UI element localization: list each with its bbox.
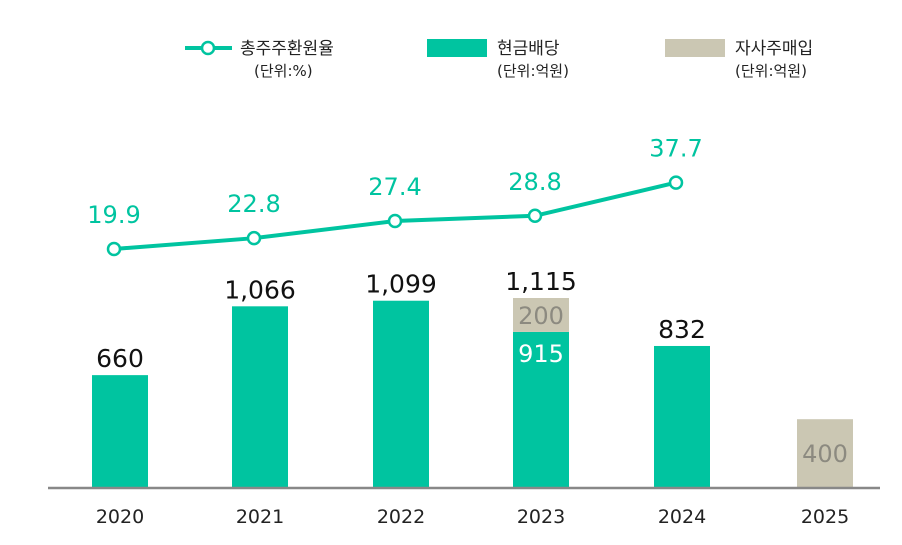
bar-label-cash-2023: 915 [518,340,564,368]
bar-cash-2022 [373,300,429,487]
legend-label-cash: 현금배당 [497,39,560,59]
rate-point-2020 [106,241,122,257]
bar-label-buyback-2025: 400 [802,440,848,468]
rate-label-2022: 27.4 [368,173,421,201]
bar-buyback-2025 [797,419,853,487]
x-tick-label-2024: 2024 [658,506,706,528]
x-tick-label-2023: 2023 [517,506,565,528]
bar-cash-2021 [232,306,288,487]
rate-labels: 19.9 22.8 27.4 28.8 37.7 [87,135,702,229]
bar-total-label-2023: 1,115 [505,267,577,296]
legend-item-buyback: 자사주매입 (단위:억원) [665,39,813,80]
legend-unit-rate: (단위:%) [254,62,313,80]
legend: 총주주환원율 (단위:%) 현금배당 (단위:억원) 자사주매입 (단위:억원) [185,39,813,80]
bar-total-label-2021: 1,066 [224,275,296,304]
x-axis-labels: 2020 2021 2022 2023 2024 2025 [96,506,849,528]
rate-label-2023: 28.8 [508,168,561,196]
x-tick-label-2020: 2020 [96,506,144,528]
legend-item-cash: 현금배당 (단위:억원) [427,39,569,80]
legend-unit-cash: (단위:억원) [497,62,569,80]
bar-series [92,298,853,487]
bar-cash-2023 [513,331,569,487]
line-marker-dot [200,40,216,56]
rate-label-2024: 37.7 [649,135,702,163]
beige-block-icon [665,39,725,57]
legend-item-rate: 총주주환원율 (단위:%) [185,39,334,80]
rate-line-series [106,175,684,257]
bar-label-buyback-2023: 200 [518,302,564,330]
bar-cash-2024 [654,345,710,487]
x-tick-label-2022: 2022 [377,506,425,528]
rate-point-2022 [387,213,403,229]
rate-label-2020: 19.9 [87,201,140,229]
bar-buyback-2023 [513,298,569,332]
bar-cash-2020 [92,375,148,487]
legend-label-rate: 총주주환원율 [240,39,334,59]
legend-unit-buyback: (단위:억원) [735,62,807,80]
rate-point-2023 [527,208,543,224]
x-tick-label-2025: 2025 [801,506,849,528]
green-block-icon [427,39,487,57]
rate-point-2021 [246,230,262,246]
bar-total-label-2024: 832 [658,315,706,344]
bar-labels: 660 1,066 1,099 200 915 1,115 832 400 [96,267,848,468]
x-tick-label-2021: 2021 [236,506,284,528]
legend-label-buyback: 자사주매입 [735,39,813,59]
rate-label-2021: 22.8 [227,190,280,218]
bar-total-label-2022: 1,099 [365,270,437,299]
bar-total-label-2020: 660 [96,344,144,373]
rate-point-2024 [668,175,684,190]
